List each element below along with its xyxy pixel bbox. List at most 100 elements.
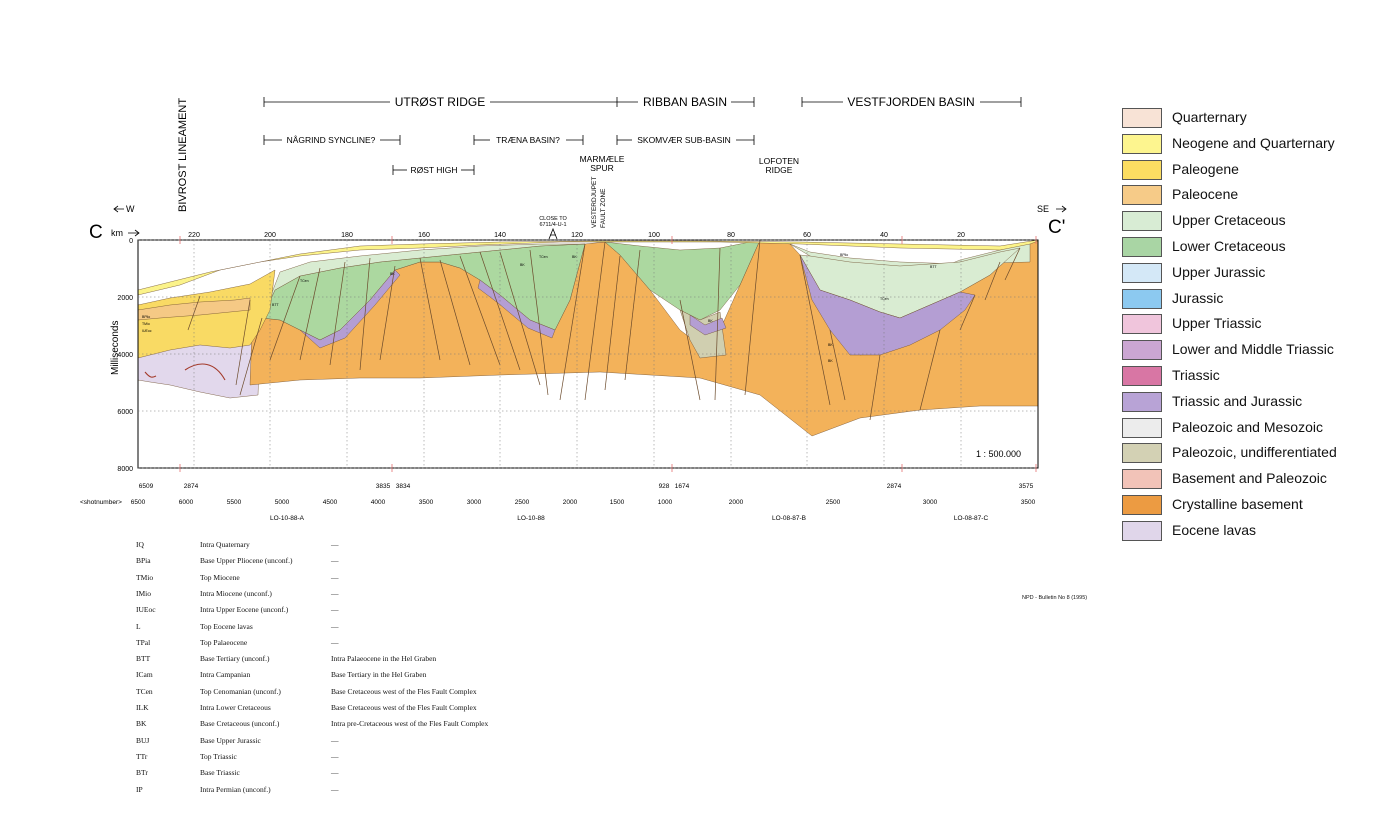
horizon-code: TMio: [136, 572, 154, 582]
horizon-description: Base Tertiary (unconf.): [200, 654, 270, 664]
fault-line: [604, 255, 621, 391]
shotpoint-lower-label: 3000: [923, 499, 938, 506]
km-tick-label: 180: [341, 232, 353, 239]
legend-label: Eocene lavas: [1172, 521, 1257, 538]
shotpoint-upper-label: 1674: [675, 483, 690, 490]
horizon-description: Base Cretaceous (unconf.): [200, 719, 280, 729]
horizon-label: BPlio: [142, 315, 150, 319]
horizon-description: Intra Lower Cretaceous: [200, 703, 271, 712]
legend-label: Paleocene: [1172, 186, 1239, 203]
legend-label: Paleozoic and Mesozoic: [1172, 418, 1323, 435]
fault-line: [829, 329, 846, 401]
horizon-label: BTT: [272, 303, 279, 307]
fault-line: [869, 354, 881, 421]
horizon-label: BK: [520, 263, 525, 267]
legend-item: Crystalline basement: [1122, 495, 1382, 515]
legend-label: Lower Cretaceous: [1172, 238, 1286, 254]
horizon-label: BK: [828, 343, 833, 347]
horizon-key-row: BPia Base Upper Pliocene (unconf.) —: [136, 556, 596, 570]
shotpoint-upper-label: 3834: [396, 483, 411, 490]
lofoten-ridge-label: LOFOTEN: [759, 156, 799, 166]
km-tick-label: 120: [571, 232, 583, 239]
horizon-label: BK: [828, 359, 833, 363]
shotpoint-lower-label: 1000: [658, 499, 673, 506]
horizon-key-row: IUEoc Intra Upper Eocene (unconf.) —: [136, 605, 596, 619]
fault-line: [679, 299, 701, 401]
horizon-description: Intra Quaternary: [200, 540, 250, 549]
horizon-code: IMio: [136, 588, 151, 598]
km-tick-label: 140: [494, 232, 506, 239]
horizon-label: TCen: [880, 297, 889, 301]
well-label-2: 6711/4-U-1: [539, 222, 566, 228]
section-frame: [137, 236, 1039, 472]
utrost-ridge-label: UTRØST RIDGE: [395, 95, 485, 109]
structure-headers: BIVROST LINEAMENT UTRØST RIDGE RIBBAN BA…: [177, 95, 1022, 240]
legend-item: Upper Triassic: [1122, 314, 1382, 335]
legend-item: Jurassic: [1122, 288, 1382, 309]
horizon-code: ILK: [136, 703, 149, 712]
horizon-key-row: IQ Intra Quaternary —: [136, 540, 596, 554]
right-letter: C': [1048, 217, 1065, 238]
horizon-label: BK: [572, 255, 577, 259]
horizon-code: BPia: [136, 556, 151, 566]
horizon-key-row: L Top Eocene lavas —: [136, 622, 596, 636]
fault-line: [439, 259, 471, 366]
ms-tick-label: 2000: [117, 295, 133, 302]
horizon-note: —: [331, 637, 339, 647]
shotpoint-lower-label: 4500: [323, 499, 338, 506]
horizon-label: BK: [708, 319, 713, 323]
fault-line: [269, 275, 301, 361]
legend-label: Quarternary: [1172, 109, 1247, 125]
horizon-key-row: BTr Base Triassic —: [136, 768, 596, 782]
east-label: SE: [1037, 204, 1049, 214]
east-arrow-icon: [1056, 205, 1067, 213]
fault-line: [299, 267, 321, 361]
geology-section: [137, 239, 1039, 437]
legend-item: Paleozoic, undifferentiated: [1122, 443, 1382, 464]
seismic-line-name: LO-10-88-A: [270, 515, 305, 522]
legend-swatch: [1122, 185, 1162, 206]
fault-line: [559, 243, 586, 401]
legend-label: Upper Jurassic: [1172, 263, 1266, 280]
shotpoint-lower-label: 4000: [371, 499, 386, 506]
shotpoint-upper-label: 6509: [139, 483, 154, 490]
horizon-labels: BPlio TMio IUEoc BTT TCen BK TCen BK BK BPlio BTT T…: [142, 253, 937, 363]
km-axis: 220 200 180 160 140 120 100 80 60 40 20: [188, 232, 965, 239]
fault-line: [359, 257, 371, 371]
legend-label: Paleogene: [1172, 160, 1239, 177]
horizon-key-row: IMio Intra Miocene (unconf.) —: [136, 589, 596, 603]
legend-swatch: [1122, 417, 1162, 438]
fault-line: [329, 261, 346, 366]
fault-line: [419, 257, 441, 361]
km-tick-label: 40: [880, 232, 888, 239]
seismic-line-name: LO-08-87-B: [772, 515, 806, 522]
horizon-code: TTr: [136, 751, 148, 761]
well-rig-icon: [548, 227, 558, 240]
horizon-code: BK: [136, 719, 147, 729]
legend-label: Jurassic: [1172, 289, 1224, 306]
fault-line: [984, 261, 1001, 301]
legend-label: Triassic and Jurassic: [1172, 392, 1303, 409]
legend-swatch: [1122, 108, 1162, 128]
legend-label: Basement and Paleozoic: [1172, 470, 1327, 487]
ms-tick-label: 4000: [117, 352, 133, 359]
lower-cretaceous-ribban: [604, 239, 761, 321]
legend-label: Upper Cretaceous: [1172, 212, 1286, 229]
horizon-note: —: [331, 735, 339, 745]
legend-swatch: [1122, 288, 1162, 309]
seismic-line-name: LO-10-88: [517, 515, 545, 522]
shotpoint-lower-label: 6000: [179, 499, 194, 506]
horizon-code: IP: [136, 784, 143, 794]
legend-label: Crystalline basement: [1172, 496, 1303, 512]
fault-line: [1004, 247, 1021, 281]
legend-swatch: [1122, 495, 1162, 515]
shotpoint-lower-label: 5500: [227, 499, 242, 506]
fault-line: [959, 294, 976, 331]
fault-line: [919, 329, 941, 411]
legend-swatch: [1122, 237, 1162, 257]
fault-line: [379, 265, 396, 361]
legend-swatch: [1122, 443, 1162, 464]
ms-tick-label: 8000: [117, 466, 133, 473]
horizon-label: BK: [390, 272, 395, 276]
horizon-code: IUEoc: [136, 605, 156, 615]
